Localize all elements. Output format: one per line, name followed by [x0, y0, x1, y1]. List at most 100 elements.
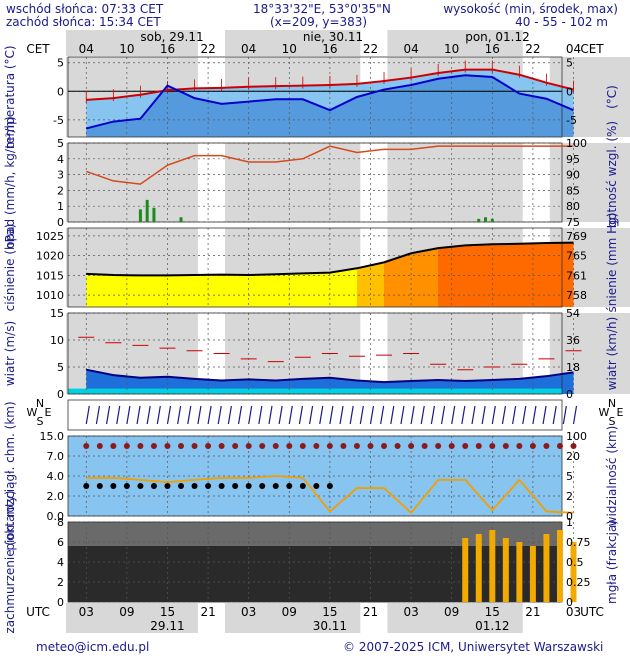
fog-tick-right: 0	[566, 596, 573, 609]
cloud-base-dot	[191, 483, 198, 489]
cloud-top-dot	[489, 443, 496, 449]
cloud-top-dot	[218, 443, 225, 449]
cloud-top-dot	[516, 443, 523, 449]
pressure-tick-left: 1025	[36, 230, 64, 243]
precip-tick-left: 5	[57, 137, 64, 150]
cloud-top-dot	[191, 443, 198, 449]
precip-tick-left: 4	[57, 153, 64, 166]
cloudbase-panel-frame	[67, 435, 563, 517]
wind-arrow	[177, 405, 182, 425]
fog-tick-right: 0.5	[566, 556, 584, 569]
cloud-top-dot	[543, 443, 550, 449]
precip-bar	[179, 217, 183, 222]
precip-panel-night	[224, 143, 361, 222]
cloud-base-dot	[245, 483, 252, 489]
cloud-top-dot	[232, 443, 239, 449]
cloud-base-dot	[137, 483, 144, 489]
top-hour-tick: 16	[160, 42, 175, 56]
top-day-label: sob, 29.11	[140, 30, 203, 44]
wind-arrow	[471, 405, 476, 425]
pressure-panel-frame	[67, 227, 563, 308]
cloud-top-dot	[150, 443, 157, 449]
visibility-tick-right: 20	[566, 450, 580, 463]
cloud-top-dot	[272, 443, 279, 449]
cloud-top-dot	[502, 443, 509, 449]
cloud-top-dot	[178, 443, 185, 449]
cloudcover-tick-left: 8	[57, 516, 64, 529]
wind-label-right: wiatr (km/h)	[605, 317, 619, 391]
header-night-band	[387, 30, 523, 56]
bottom-hour-tick: 09	[444, 605, 459, 619]
temp-tick-left: -5	[53, 114, 64, 127]
winddir-e-right: E	[617, 406, 624, 419]
header-night-band	[224, 30, 361, 56]
wind-arrow	[440, 405, 446, 425]
bottom-day-label: 29.11	[150, 619, 184, 633]
bottom-day-label: 30.11	[313, 619, 347, 633]
wind-kmh-tick-right: 36	[566, 334, 580, 347]
wind-arrow	[451, 405, 456, 425]
cloud-base-dot	[178, 483, 185, 489]
bottom-hour-tick: 21	[200, 605, 215, 619]
temp-label-left: temperatura (°C)	[3, 45, 17, 148]
top-zone-right: CET	[580, 42, 604, 56]
winddir-e: E	[45, 406, 52, 419]
top-day-label: nie, 30.11	[303, 30, 363, 44]
cloud-base-dot	[272, 483, 279, 489]
top-hour-tick: 10	[119, 42, 134, 56]
precip-bar	[484, 217, 488, 222]
wind-arrow	[380, 405, 385, 425]
cloudbase-label-right: widzialność (km)	[605, 426, 619, 527]
footer-email[interactable]: meteo@icm.edu.pl	[36, 640, 150, 654]
visibility-tick-right: 5	[566, 470, 573, 483]
cloud-base-dot	[150, 483, 157, 489]
precip-panel-frame	[67, 142, 563, 223]
precip-tick-left: 2	[57, 184, 64, 197]
cloudbase-tick-left: 7.0	[47, 450, 65, 463]
cloud-top-dot	[475, 443, 482, 449]
cloudcover-label-left: zachmurzenie (oktanty)	[3, 490, 17, 633]
top-hour-tick: 10	[282, 42, 297, 56]
wind-arrow	[95, 405, 101, 425]
coords-text: 18°33'32"E, 53°0'35"N	[253, 2, 391, 16]
cloud-top-dot	[286, 443, 293, 449]
wind-arrow	[298, 405, 304, 425]
pressure-mmhg-tick-right: 758	[566, 289, 587, 302]
bottom-hour-tick: 09	[119, 605, 134, 619]
wind-tick-left: 5	[57, 361, 64, 374]
cloud-base-dot	[164, 483, 171, 489]
bottom-hour-tick: 03	[566, 605, 581, 619]
cloudcover-label-right: mgła (frakcja)	[605, 520, 619, 604]
wind-arrow	[461, 405, 466, 425]
visibility-tick-right: 100	[566, 430, 587, 443]
top-hour-tick: 04	[566, 42, 581, 56]
wind-arrow	[400, 405, 405, 425]
top-hour-tick: 22	[525, 42, 540, 56]
cloud-top-dot	[326, 443, 333, 449]
cloudcover-tick-left: 6	[57, 536, 64, 549]
wind-label-left: wiatr (m/s)	[3, 321, 17, 386]
wind-panel-frame	[67, 312, 563, 395]
fog-tick-right: 0.75	[566, 536, 591, 549]
cloud-top-dot	[110, 443, 117, 449]
wind-arrow	[156, 405, 161, 425]
cloud-top-dot	[394, 443, 401, 449]
cloud-top-dot	[556, 443, 563, 449]
bottom-hour-tick: 03	[403, 605, 418, 619]
wind-kmh-tick-right: 54	[566, 307, 580, 320]
wind-arrow	[116, 405, 121, 425]
cloudbase-label-left: pion. rozciągł. chm. (km)	[3, 401, 17, 550]
cloud-top-dot	[381, 443, 388, 449]
winddir-s: S	[37, 415, 44, 428]
winddir-w: W	[27, 406, 38, 419]
wind-arrow	[390, 405, 395, 425]
cloud-top-dot	[96, 443, 103, 449]
cloud-top-dot	[570, 443, 577, 449]
bottom-hour-tick: 09	[282, 605, 297, 619]
visibility-line	[86, 475, 574, 515]
fog-tick-right: 1	[566, 516, 573, 529]
wind-arrow	[126, 405, 131, 425]
pressure-mmhg-tick-right: 769	[566, 230, 587, 243]
cloud-base-dot	[259, 483, 266, 489]
wind-arrow	[146, 405, 151, 425]
